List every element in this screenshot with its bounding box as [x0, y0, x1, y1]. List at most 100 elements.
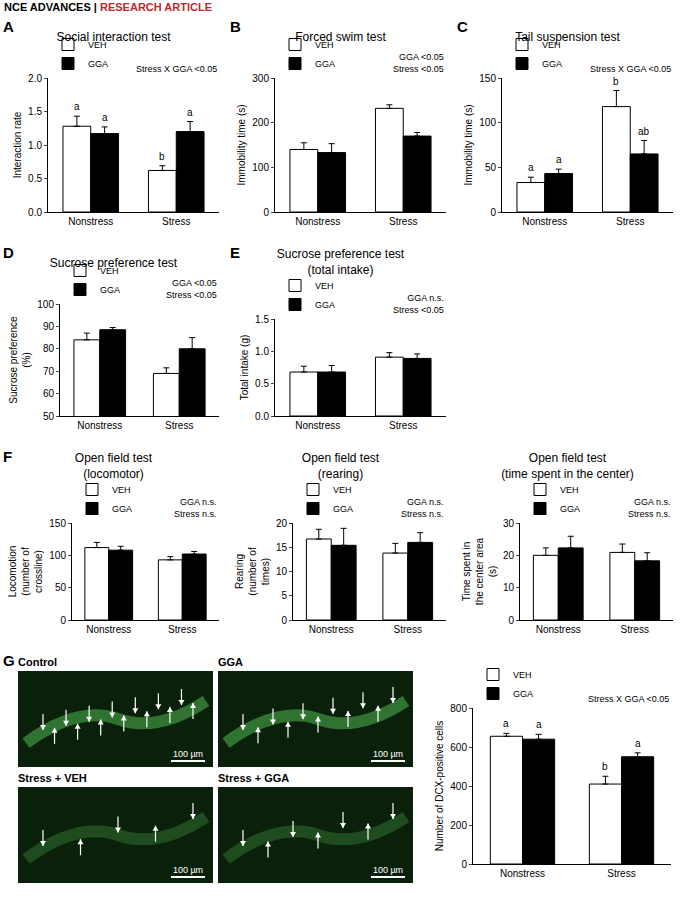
svg-text:0.5: 0.5 — [255, 378, 269, 389]
svg-text:0.5: 0.5 — [28, 173, 42, 184]
svg-text:Locomotion(number ofcrossline): Locomotion(number ofcrossline) — [7, 546, 44, 598]
svg-text:50: 50 — [55, 582, 67, 593]
svg-text:Sucrose preference test: Sucrose preference test — [50, 256, 178, 270]
svg-text:600: 600 — [450, 742, 467, 753]
svg-text:100: 100 — [37, 299, 54, 310]
svg-text:0: 0 — [508, 615, 514, 626]
svg-text:Nonstress: Nonstress — [522, 216, 567, 227]
svg-text:Open field test(time spent in: Open field test(time spent in the center… — [501, 451, 634, 481]
svg-text:VEH: VEH — [315, 40, 334, 50]
svg-text:Nonstress: Nonstress — [500, 868, 545, 879]
svg-text:Immobility time (s): Immobility time (s) — [236, 104, 247, 185]
svg-text:10: 10 — [503, 582, 515, 593]
svg-text:VEH: VEH — [560, 485, 579, 495]
svg-text:Stress X GGA <0.05: Stress X GGA <0.05 — [588, 694, 669, 704]
svg-text:b: b — [602, 761, 608, 772]
svg-text:50: 50 — [485, 162, 497, 173]
svg-text:Immobility time (s): Immobility time (s) — [463, 104, 474, 185]
svg-text:a: a — [556, 154, 562, 165]
svg-text:ab: ab — [638, 126, 650, 137]
svg-text:150: 150 — [479, 73, 496, 84]
svg-text:VEH: VEH — [542, 40, 561, 50]
svg-text:Nonstress: Nonstress — [309, 624, 354, 635]
svg-text:100 µm: 100 µm — [173, 749, 203, 759]
svg-text:GGA <0.05Stress <0.05: GGA <0.05Stress <0.05 — [166, 278, 217, 300]
svg-text:Interaction rate: Interaction rate — [12, 111, 23, 178]
svg-text:1.0: 1.0 — [255, 346, 269, 357]
svg-text:Nonstress: Nonstress — [295, 216, 340, 227]
svg-text:Sucrose preference test(total: Sucrose preference test(total intake) — [277, 247, 405, 277]
svg-text:1.5: 1.5 — [28, 106, 42, 117]
svg-text:GGA: GGA — [88, 59, 108, 69]
svg-text:0: 0 — [263, 207, 269, 218]
svg-text:200: 200 — [252, 117, 269, 128]
svg-text:GGA n.s.Stress n.s.: GGA n.s.Stress n.s. — [401, 497, 444, 519]
svg-text:VEH: VEH — [112, 485, 131, 495]
svg-text:Nonstress: Nonstress — [77, 420, 122, 431]
svg-text:VEH: VEH — [315, 281, 334, 291]
svg-text:400: 400 — [450, 781, 467, 792]
svg-text:GGA: GGA — [542, 59, 562, 69]
svg-text:70: 70 — [43, 366, 55, 377]
svg-text:Nonstress: Nonstress — [295, 420, 340, 431]
svg-text:a: a — [503, 718, 509, 729]
svg-text:GGA: GGA — [333, 504, 353, 514]
svg-text:Stress: Stress — [162, 216, 190, 227]
svg-text:Stress: Stress — [165, 420, 193, 431]
svg-text:Open field test(locomotor): Open field test(locomotor) — [75, 451, 153, 481]
svg-text:b: b — [159, 151, 165, 162]
svg-text:Stress: Stress — [168, 624, 196, 635]
svg-text:15: 15 — [276, 542, 288, 553]
svg-text:a: a — [536, 719, 542, 730]
svg-text:a: a — [102, 112, 108, 123]
svg-text:VEH: VEH — [100, 266, 119, 276]
svg-text:200: 200 — [450, 820, 467, 831]
svg-text:60: 60 — [43, 388, 55, 399]
svg-text:GGA <0.05Stress <0.05: GGA <0.05Stress <0.05 — [393, 52, 444, 74]
svg-text:VEH: VEH — [513, 670, 532, 680]
svg-text:Number of DCX-positive cells: Number of DCX-positive cells — [434, 721, 445, 852]
svg-text:Nonstress: Nonstress — [68, 216, 113, 227]
svg-text:0.0: 0.0 — [255, 411, 269, 422]
svg-text:Open field test(rearing): Open field test(rearing) — [302, 451, 380, 481]
svg-text:100 µm: 100 µm — [373, 749, 403, 759]
svg-text:a: a — [528, 162, 534, 173]
svg-text:20: 20 — [503, 550, 515, 561]
svg-text:50: 50 — [43, 411, 55, 422]
svg-text:100: 100 — [479, 117, 496, 128]
svg-text:90: 90 — [43, 321, 55, 332]
svg-text:Nonstress: Nonstress — [536, 624, 581, 635]
svg-text:GGA: GGA — [100, 285, 120, 295]
svg-text:300: 300 — [252, 73, 269, 84]
svg-text:Stress: Stress — [389, 216, 417, 227]
svg-text:a: a — [635, 738, 641, 749]
svg-text:1.5: 1.5 — [255, 314, 269, 325]
svg-text:GGA: GGA — [112, 504, 132, 514]
svg-text:Forced swim test: Forced swim test — [295, 30, 386, 44]
svg-text:20: 20 — [276, 518, 288, 529]
svg-text:Stress X GGA <0.05: Stress X GGA <0.05 — [590, 64, 671, 74]
svg-text:GGA: GGA — [560, 504, 580, 514]
svg-text:Tail suspension test: Tail suspension test — [515, 30, 620, 44]
svg-text:Nonstress: Nonstress — [86, 624, 131, 635]
svg-text:VEH: VEH — [333, 485, 352, 495]
svg-text:5: 5 — [281, 590, 287, 601]
svg-text:a: a — [187, 107, 193, 118]
svg-text:Stress: Stress — [607, 868, 635, 879]
svg-text:Stress: Stress — [394, 624, 422, 635]
svg-text:100 µm: 100 µm — [173, 865, 203, 875]
svg-text:0: 0 — [281, 615, 287, 626]
svg-text:Stress: Stress — [621, 624, 649, 635]
svg-text:0.0: 0.0 — [28, 207, 42, 218]
svg-text:Rearing(number oftimes): Rearing(number oftimes) — [234, 547, 271, 596]
svg-text:b: b — [613, 76, 619, 87]
svg-text:Total intake (g): Total intake (g) — [239, 335, 250, 401]
svg-text:1.0: 1.0 — [28, 140, 42, 151]
svg-text:GGA: GGA — [315, 300, 335, 310]
svg-text:Stress X GGA <0.05: Stress X GGA <0.05 — [136, 64, 217, 74]
svg-text:30: 30 — [503, 518, 515, 529]
svg-text:10: 10 — [276, 566, 288, 577]
svg-text:100 µm: 100 µm — [373, 865, 403, 875]
svg-text:80: 80 — [43, 343, 55, 354]
svg-text:GGA: GGA — [315, 59, 335, 69]
